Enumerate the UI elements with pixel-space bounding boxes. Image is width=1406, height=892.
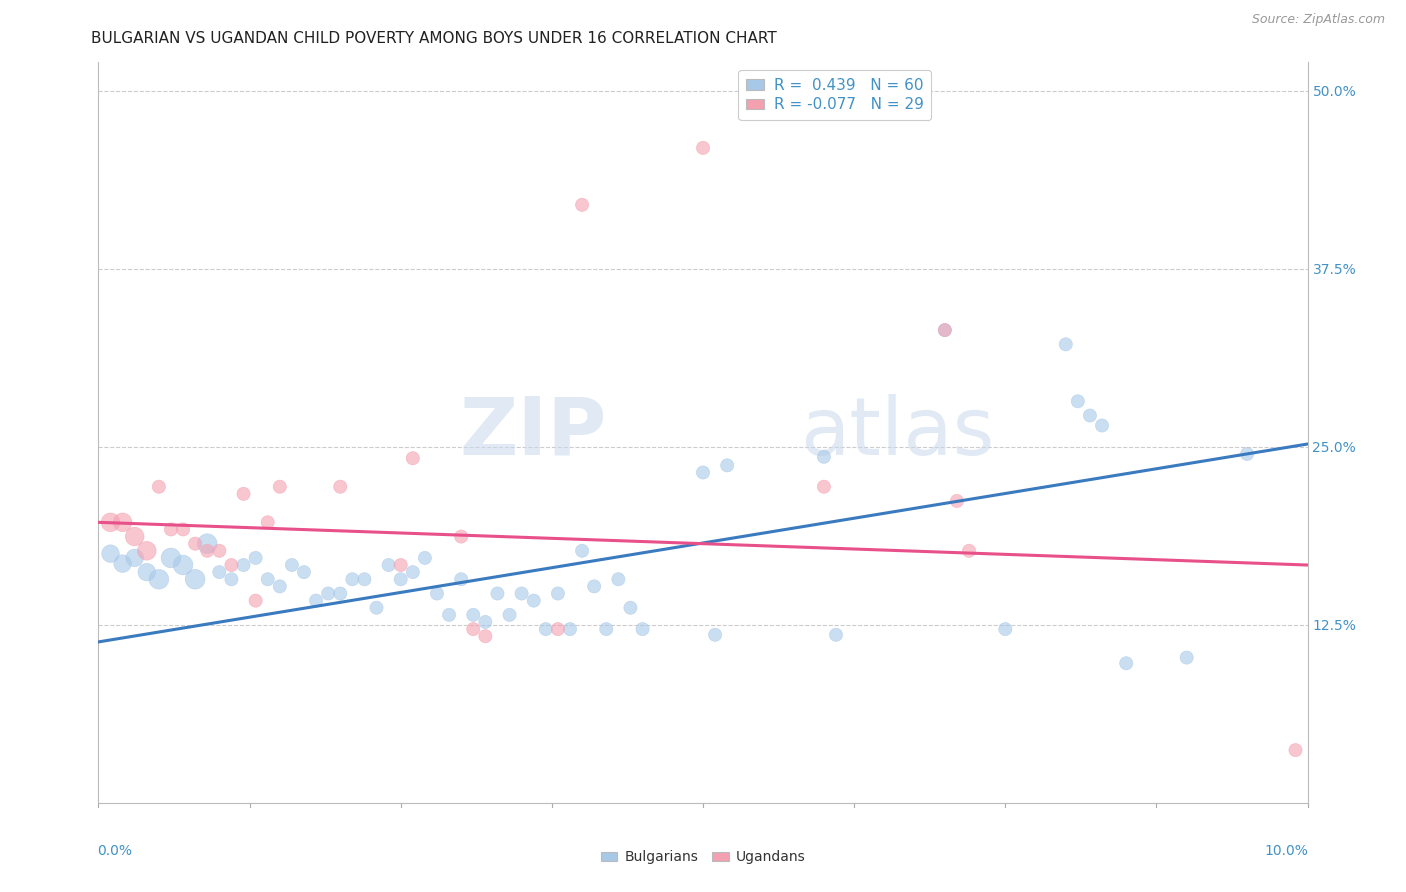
Point: [510, 586, 533, 600]
Point: [389, 558, 412, 572]
Point: [402, 565, 425, 579]
Legend: Bulgarians, Ugandans: Bulgarians, Ugandans: [595, 845, 811, 870]
Point: [256, 516, 278, 530]
Point: [292, 565, 315, 579]
Point: [281, 558, 304, 572]
Text: Source: ZipAtlas.com: Source: ZipAtlas.com: [1251, 13, 1385, 27]
Point: [1284, 743, 1306, 757]
Point: [1078, 409, 1101, 423]
Point: [353, 572, 375, 586]
Point: [148, 572, 170, 586]
Point: [413, 550, 436, 565]
Point: [256, 572, 278, 586]
Point: [269, 579, 291, 593]
Text: 0.0%: 0.0%: [97, 844, 132, 857]
Point: [232, 487, 254, 501]
Point: [631, 622, 654, 636]
Point: [305, 593, 328, 607]
Point: [221, 558, 243, 572]
Point: [474, 615, 496, 629]
Point: [934, 323, 956, 337]
Text: atlas: atlas: [800, 393, 994, 472]
Text: ZIP: ZIP: [458, 393, 606, 472]
Point: [547, 586, 569, 600]
Point: [172, 558, 194, 572]
Point: [184, 572, 207, 586]
Point: [1067, 394, 1090, 409]
Point: [498, 607, 520, 622]
Point: [692, 466, 714, 480]
Point: [426, 586, 449, 600]
Point: [716, 458, 738, 473]
Text: BULGARIAN VS UGANDAN CHILD POVERTY AMONG BOYS UNDER 16 CORRELATION CHART: BULGARIAN VS UGANDAN CHILD POVERTY AMONG…: [91, 31, 778, 46]
Point: [1091, 418, 1114, 433]
Point: [595, 622, 617, 636]
Point: [269, 480, 291, 494]
Text: 10.0%: 10.0%: [1265, 844, 1309, 857]
Point: [1236, 447, 1258, 461]
Point: [221, 572, 243, 586]
Point: [571, 543, 593, 558]
Point: [994, 622, 1017, 636]
Point: [100, 516, 122, 530]
Point: [135, 543, 157, 558]
Point: [1175, 650, 1198, 665]
Point: [124, 550, 146, 565]
Point: [172, 523, 194, 537]
Point: [160, 523, 183, 537]
Point: [111, 557, 134, 571]
Point: [534, 622, 557, 636]
Point: [316, 586, 339, 600]
Point: [389, 572, 412, 586]
Point: [450, 572, 472, 586]
Point: [329, 586, 352, 600]
Point: [208, 565, 231, 579]
Point: [583, 579, 606, 593]
Point: [195, 543, 218, 558]
Point: [366, 600, 388, 615]
Point: [100, 547, 122, 561]
Point: [825, 628, 848, 642]
Point: [463, 622, 485, 636]
Point: [813, 480, 835, 494]
Point: [619, 600, 641, 615]
Point: [402, 451, 425, 466]
Point: [1054, 337, 1077, 351]
Point: [208, 543, 231, 558]
Point: [547, 622, 569, 636]
Point: [571, 198, 593, 212]
Point: [124, 530, 146, 544]
Point: [111, 516, 134, 530]
Point: [692, 141, 714, 155]
Point: [934, 323, 956, 337]
Point: [558, 622, 581, 636]
Point: [245, 550, 267, 565]
Point: [463, 607, 485, 622]
Point: [232, 558, 254, 572]
Point: [245, 593, 267, 607]
Point: [148, 480, 170, 494]
Point: [135, 565, 157, 579]
Point: [813, 450, 835, 464]
Point: [160, 550, 183, 565]
Point: [342, 572, 364, 586]
Point: [704, 628, 727, 642]
Point: [377, 558, 399, 572]
Point: [329, 480, 352, 494]
Point: [946, 494, 969, 508]
Point: [184, 536, 207, 550]
Point: [1115, 657, 1137, 671]
Point: [523, 593, 546, 607]
Point: [957, 543, 980, 558]
Point: [450, 530, 472, 544]
Point: [437, 607, 460, 622]
Point: [195, 536, 218, 550]
Point: [607, 572, 630, 586]
Point: [474, 629, 496, 643]
Point: [486, 586, 509, 600]
